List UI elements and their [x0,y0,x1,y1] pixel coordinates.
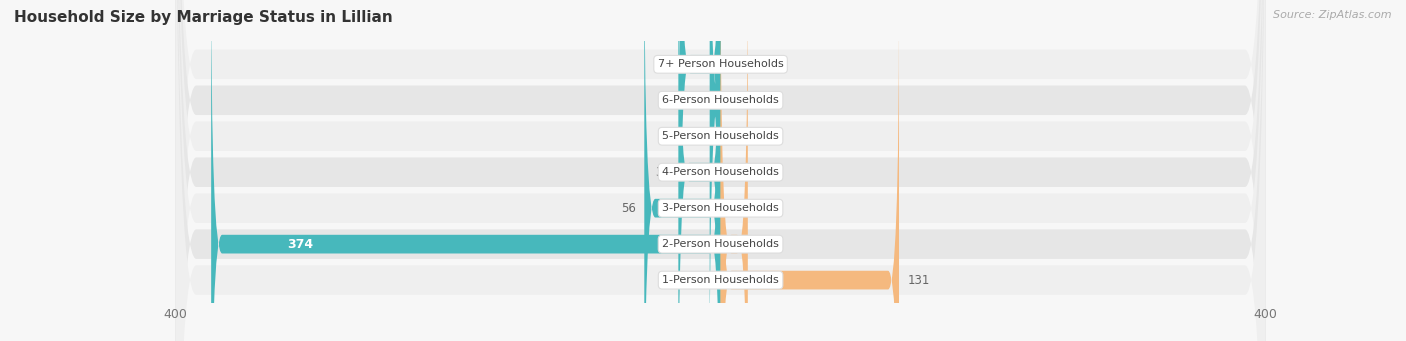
Text: 0: 0 [728,58,737,71]
Text: 31: 31 [655,166,671,179]
Text: 56: 56 [621,202,636,215]
Text: 20: 20 [756,238,770,251]
FancyBboxPatch shape [176,0,1265,341]
Text: 8: 8 [695,94,702,107]
FancyBboxPatch shape [721,0,748,341]
FancyBboxPatch shape [176,0,1265,341]
Text: Source: ZipAtlas.com: Source: ZipAtlas.com [1274,10,1392,20]
Text: 6-Person Households: 6-Person Households [662,95,779,105]
Text: 0: 0 [728,130,737,143]
Text: 0: 0 [704,273,713,286]
FancyBboxPatch shape [176,0,1265,341]
Text: 374: 374 [288,238,314,251]
Text: 4-Person Households: 4-Person Households [662,167,779,177]
Text: 0: 0 [728,94,737,107]
FancyBboxPatch shape [176,0,1265,341]
Text: 1-Person Households: 1-Person Households [662,275,779,285]
FancyBboxPatch shape [710,0,721,341]
FancyBboxPatch shape [721,2,898,341]
FancyBboxPatch shape [176,0,1265,341]
FancyBboxPatch shape [176,0,1265,341]
Text: 131: 131 [907,273,929,286]
FancyBboxPatch shape [678,0,721,341]
FancyBboxPatch shape [679,0,721,341]
FancyBboxPatch shape [176,0,1265,341]
Text: 7+ Person Households: 7+ Person Households [658,59,783,69]
Text: 0: 0 [728,166,737,179]
Text: 0: 0 [704,130,713,143]
Text: 30: 30 [657,58,672,71]
Text: 3-Person Households: 3-Person Households [662,203,779,213]
Text: 0: 0 [728,202,737,215]
Text: Household Size by Marriage Status in Lillian: Household Size by Marriage Status in Lil… [14,10,392,25]
FancyBboxPatch shape [644,0,721,341]
Text: 5-Person Households: 5-Person Households [662,131,779,141]
Text: 2-Person Households: 2-Person Households [662,239,779,249]
FancyBboxPatch shape [211,0,721,341]
